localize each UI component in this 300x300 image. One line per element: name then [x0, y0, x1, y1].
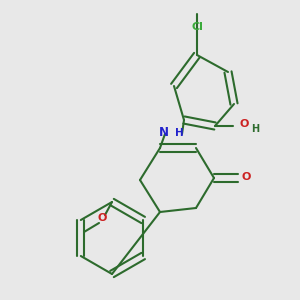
- Text: Cl: Cl: [191, 22, 203, 32]
- Text: H: H: [251, 124, 259, 134]
- Text: O: O: [241, 172, 250, 182]
- Text: O: O: [97, 213, 107, 223]
- Text: H: H: [175, 128, 184, 138]
- Text: N: N: [159, 127, 169, 140]
- Text: O: O: [239, 119, 248, 129]
